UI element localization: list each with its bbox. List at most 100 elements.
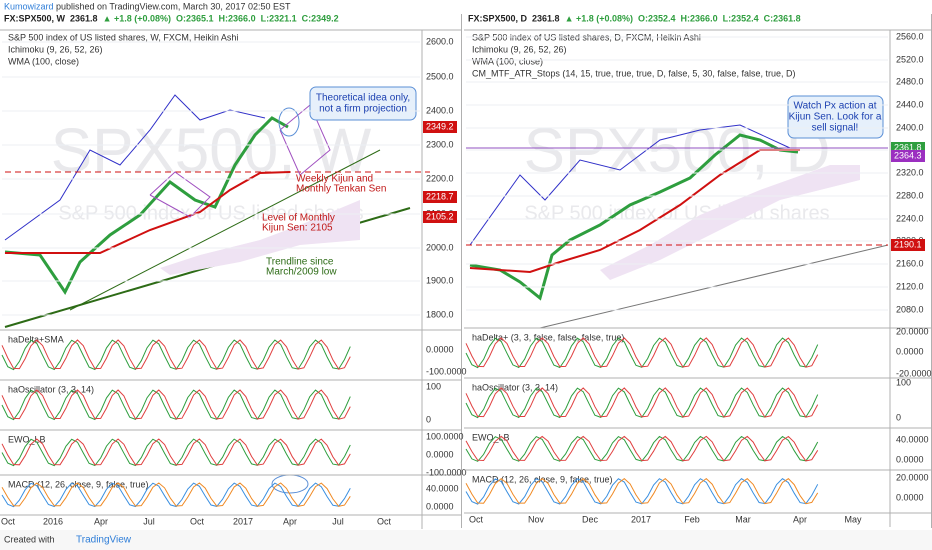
indicator-tick-label: 0.0000: [426, 344, 454, 354]
indicator-name: haOscillator (3, 3, 14): [8, 384, 94, 394]
price-tick-label: 2440.0: [896, 99, 924, 109]
time-tick-label: Jul: [332, 516, 344, 526]
indicator-name: MACD (12, 26, close, 9, false, true): [8, 479, 149, 489]
price-tick-label: 2200.0: [426, 173, 454, 183]
time-tick-label: Feb: [684, 514, 700, 524]
price-tick-label: 2300.0: [426, 139, 454, 149]
legend-line: WMA (100, close): [8, 56, 79, 66]
legend-line: WMA (100, close): [472, 56, 543, 66]
indicator-tick-label: 100.0000: [426, 431, 464, 441]
indicator-tick-label: 0.0000: [426, 449, 454, 459]
price-tick-label: 2000.0: [426, 242, 454, 252]
price-badge-label: 2218.7: [426, 191, 454, 201]
time-tick-label: Apr: [283, 516, 297, 526]
highlight: [278, 107, 300, 137]
indicator-name: haDelta+SMA: [8, 334, 64, 344]
time-tick-label: May: [844, 514, 862, 524]
price-badge-label: 2105.2: [426, 211, 454, 221]
annotation: Monthly Tenkan Sen: [296, 184, 386, 195]
ichimoku-kijun: [469, 149, 800, 274]
price-tick-label: 2480.0: [896, 76, 924, 86]
quote-high: H:2366.0: [681, 13, 718, 23]
indicator-tick-label: -20.0000: [896, 368, 932, 378]
price-badge: [423, 191, 457, 203]
quote-open: O:2352.4: [638, 13, 676, 23]
indicator-name: EWO_LB: [472, 432, 510, 442]
price-badge: [423, 121, 457, 133]
indicator-tick-label: 40.0000: [426, 483, 459, 493]
annotation: Kijun Sen. Look for a: [789, 112, 882, 123]
trendline-2: [69, 149, 381, 311]
time-tick-label: Oct: [377, 516, 392, 526]
price-candles: [4, 116, 289, 295]
indicator-line: [1, 339, 351, 370]
price-badge: [423, 211, 457, 223]
indicator-tick-label: -100.0000: [426, 467, 467, 477]
indicator-line: [1, 389, 351, 420]
ichimoku-tenkan: [469, 124, 791, 246]
annotation: Level of Monthly: [262, 213, 335, 224]
indicator-tick-label: 100: [426, 381, 441, 391]
indicator-tick-label: -100.0000: [426, 366, 467, 376]
indicator-line: [465, 477, 819, 505]
callout: [309, 86, 417, 121]
legend-line: Ichimoku (9, 26, 52, 26): [472, 44, 567, 54]
time-tick-label: Apr: [94, 516, 108, 526]
published: published on TradingView.com, March 30, …: [56, 1, 291, 11]
author[interactable]: Kumowizard: [4, 1, 54, 11]
time-tick-label: Dec: [582, 514, 599, 524]
indicator-line: [1, 482, 351, 507]
quote-symbol: FX:SPX500, W: [4, 13, 66, 23]
indicator-name: haOscillator (3, 3, 14): [472, 382, 558, 392]
indicator-tick-label: 0.0000: [896, 454, 924, 464]
price-tick-label: 2120.0: [896, 281, 924, 291]
ichimoku-cloud: [600, 165, 860, 280]
price-tick-label: 2600.0: [426, 36, 454, 46]
annotation: Theoretical idea only,: [316, 93, 410, 104]
indicator-tick-label: 20.0000: [896, 326, 929, 336]
quote-change: ▲ +1.8 (+0.08%): [103, 13, 171, 23]
quote-symbol: FX:SPX500, D: [468, 13, 528, 23]
time-tick-label: Oct: [1, 516, 16, 526]
indicator-tick-label: 0.0000: [426, 501, 454, 511]
price-tick-label: 2400.0: [896, 122, 924, 132]
price-badge-label: 2190.1: [894, 239, 922, 249]
indicator-line: [465, 337, 819, 368]
time-tick-label: Oct: [469, 514, 484, 524]
time-tick-label: Mar: [735, 514, 751, 524]
price-tick-label: 1800.0: [426, 309, 454, 319]
quote-open: O:2365.1: [176, 13, 214, 23]
indicator-tick-label: 40.0000: [896, 434, 929, 444]
indicator-tick-label: 0: [896, 412, 901, 422]
quote-last: 2361.8: [532, 13, 560, 23]
price-badge-label: 2361.8: [894, 142, 922, 152]
indicator-name: MACD (12, 26, close, 9, false, true): [472, 474, 613, 484]
price-tick-label: 2240.0: [896, 213, 924, 223]
price-tick-label: 1900.0: [426, 275, 454, 285]
annotation: not a firm projection: [319, 104, 407, 115]
price-tick-label: 2080.0: [896, 304, 924, 314]
indicator-name: EWO_LB: [8, 434, 46, 444]
time-tick-label: Nov: [528, 514, 545, 524]
indicator-line: [465, 435, 819, 462]
price-tick-label: 2400.0: [426, 105, 454, 115]
footer-brand[interactable]: TradingView: [76, 535, 132, 546]
legend-line: S&P 500 index of US listed shares, W, FX…: [8, 32, 238, 42]
price-tick-label: 2320.0: [896, 167, 924, 177]
footer-created: Created with: [4, 534, 55, 544]
quote-close: C:2361.8: [764, 13, 801, 23]
quote-last: 2361.8: [70, 13, 98, 23]
indicator-tick-label: 0.0000: [896, 346, 924, 356]
annotation: Weekly Kijun and: [296, 174, 373, 185]
projection-box: [279, 104, 331, 176]
price-tick-label: 2520.0: [896, 54, 924, 64]
indicator-line: [1, 438, 351, 466]
price-tick-label: 2560.0: [896, 31, 924, 41]
watermark: SPX500, W: [51, 116, 372, 185]
price-tick-label: 2500.0: [426, 71, 454, 81]
annotation: Kijun Sen: 2105: [262, 223, 333, 234]
price-tick-label: 2280.0: [896, 190, 924, 200]
ichimoku-tenkan: [4, 94, 266, 241]
watermark-sub: S&P 500 index of US listed shares: [524, 202, 829, 224]
